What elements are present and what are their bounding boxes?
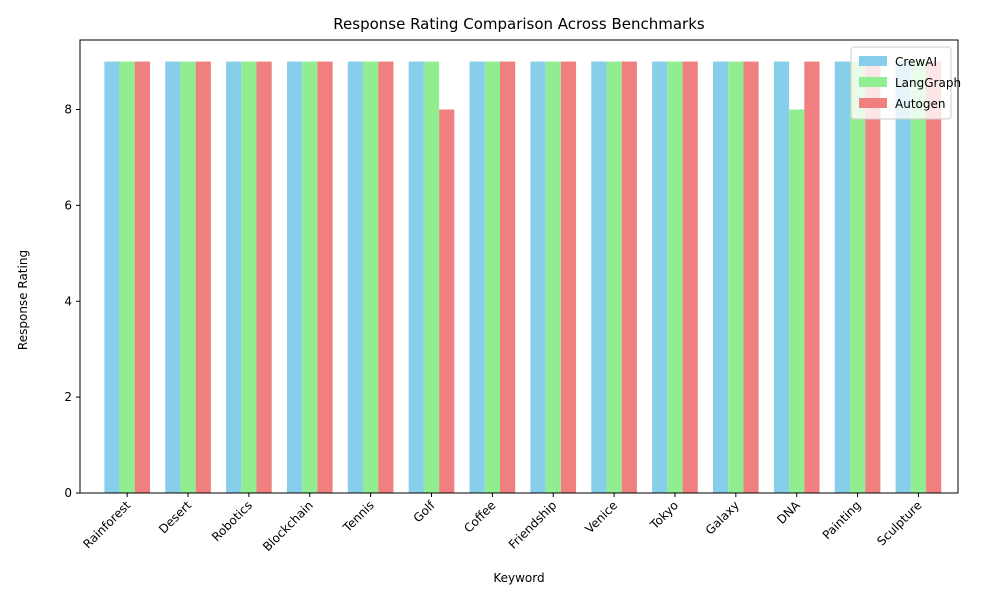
x-tick-label-painting: Painting [820,498,864,542]
bar-langgraph-dna [789,109,805,493]
bar-autogen-dna [804,61,820,493]
x-tick-label-tennis: Tennis [340,498,377,535]
bar-crewai-venice [591,61,607,493]
x-tick-label-galaxy: Galaxy [703,498,742,537]
bars-layer [104,61,942,493]
x-tick-label-coffee: Coffee [461,498,498,535]
bar-langgraph-tennis [363,61,379,493]
bar-crewai-rainforest [104,61,120,493]
bar-langgraph-rainforest [119,61,135,493]
bar-langgraph-friendship [545,61,561,493]
bar-langgraph-painting [849,61,866,493]
bar-langgraph-galaxy [728,61,744,493]
x-tick-label-tokyo: Tokyo [647,498,681,532]
bar-crewai-robotics [226,61,242,493]
bar-langgraph-coffee [484,61,500,493]
bar-langgraph-venice [606,61,622,493]
legend-swatch-crewai [859,56,887,66]
bar-autogen-desert [195,61,211,493]
x-tick-label-robotics: Robotics [209,498,255,544]
x-tick-label-rainforest: Rainforest [80,498,133,551]
y-tick-label: 0 [64,486,72,500]
bar-crewai-desert [165,61,181,493]
bar-langgraph-desert [180,61,196,493]
bar-crewai-dna [773,61,790,493]
bar-autogen-golf [439,109,455,493]
bar-autogen-tokyo [682,61,698,493]
legend: CrewAI LangGraph Autogen [850,46,961,120]
x-tick-label-golf: Golf [411,498,439,526]
bar-autogen-friendship [560,61,577,493]
y-tick-label: 2 [64,390,72,404]
legend-label-langgraph: LangGraph [895,76,961,90]
bar-langgraph-sculpture [910,61,927,493]
bar-langgraph-tokyo [667,61,683,493]
bar-crewai-tennis [347,61,364,493]
plot-frame [79,39,959,494]
bar-crewai-tokyo [652,61,668,493]
x-tick-label-sculpture: Sculpture [874,498,924,548]
bar-autogen-venice [621,61,637,493]
y-axis-label: Response Rating [16,250,30,350]
bar-crewai-blockchain [286,61,303,493]
legend-swatch-langgraph [859,77,887,87]
legend-label-crewai: CrewAI [895,55,937,69]
y-tick-label: 4 [64,294,72,308]
bar-autogen-blockchain [317,61,333,493]
bar-langgraph-blockchain [302,61,318,493]
x-axis: Rainforest Desert Robotics Blockchain Tennis… [80,493,925,554]
bar-langgraph-golf [423,61,440,493]
bar-autogen-painting [865,61,881,493]
bar-crewai-painting [834,61,850,493]
bar-autogen-coffee [499,61,516,493]
x-tick-label-dna: DNA [774,498,803,527]
bar-autogen-rainforest [134,61,150,493]
x-tick-label-venice: Venice [582,498,620,536]
bar-langgraph-robotics [241,61,257,493]
bar-autogen-tennis [378,61,394,493]
x-tick-label-blockchain: Blockchain [260,498,316,554]
legend-label-autogen: Autogen [895,97,945,111]
bar-autogen-galaxy [743,61,759,493]
bar-autogen-robotics [256,61,272,493]
x-tick-label-friendship: Friendship [506,498,560,552]
bar-autogen-sculpture [926,61,942,493]
y-axis: 0 2 4 6 8 [64,103,80,500]
legend-swatch-autogen [859,98,887,108]
bar-crewai-golf [408,61,424,493]
y-tick-label: 8 [64,103,72,117]
bar-crewai-coffee [469,61,485,493]
x-tick-label-desert: Desert [156,498,194,536]
bar-crewai-sculpture [895,61,911,493]
bar-crewai-galaxy [713,61,729,493]
bar-crewai-friendship [530,61,546,493]
chart-title: Response Rating Comparison Across Benchm… [333,15,705,33]
x-axis-label: Keyword [493,571,544,585]
y-tick-label: 6 [64,198,72,212]
